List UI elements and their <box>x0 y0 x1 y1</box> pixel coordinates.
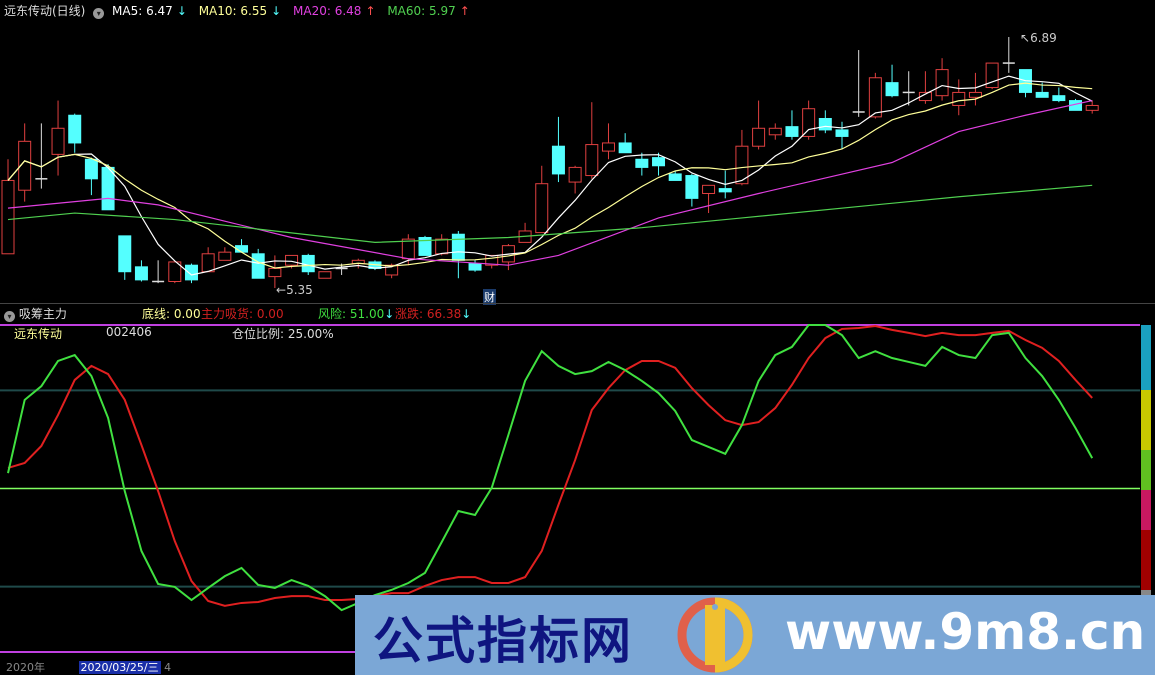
stock-title: 远东传动(日线) <box>4 4 86 18</box>
candle-down <box>818 118 832 131</box>
main-absorb-value: 主力吸货: 0.00 <box>201 307 284 321</box>
candle-up <box>201 253 215 273</box>
candle-up <box>601 142 615 152</box>
candle-up <box>768 127 782 136</box>
change-value: 涨跌: 66.38↓ <box>395 307 472 321</box>
candle-up <box>168 261 182 283</box>
candle-down <box>251 253 265 279</box>
main-header: 远东传动(日线) ▾ MA5: 6.47 ↓ MA10: 6.55 ↓ MA20: … <box>4 2 478 19</box>
candle-down <box>451 233 465 261</box>
watermark-url: www.9m8.cn <box>785 603 1146 661</box>
selected-date[interactable]: 2020/03/25/三 <box>78 661 161 674</box>
candle-down <box>652 157 666 167</box>
candle-down <box>68 114 82 144</box>
candle-down <box>418 236 432 256</box>
candle-down <box>551 145 565 175</box>
ma5-line <box>7 75 1093 276</box>
indicator-name[interactable]: 吸筹主力 <box>18 307 67 321</box>
candle-up <box>285 254 299 266</box>
candle-up <box>18 140 32 191</box>
risk-color-bar <box>1141 325 1151 595</box>
candle-up <box>568 166 582 183</box>
candle-down <box>301 254 315 273</box>
candle-down <box>685 175 699 199</box>
candle-down <box>1035 91 1049 98</box>
candle-up <box>935 69 949 97</box>
risk-value: 风险: 51.00↓ <box>318 307 395 321</box>
base-line-value: 底线: 0.00 <box>142 307 201 321</box>
candle-up <box>318 271 332 279</box>
candle-up <box>918 91 932 102</box>
candle-up <box>51 127 65 155</box>
year-label: 2020年 <box>6 661 45 674</box>
ma60-line <box>7 184 1093 243</box>
candle-down <box>668 173 682 181</box>
candle-up <box>435 238 449 255</box>
position-ratio: 仓位比例: 25.00% <box>232 327 334 341</box>
candle-up <box>1 179 15 255</box>
ma10-label: MA10: 6.55 ↓ <box>198 4 282 18</box>
candle-down <box>101 166 115 211</box>
ma5-label: MA5: 6.47 ↓ <box>112 4 187 18</box>
candle-down <box>618 142 632 154</box>
candle-up <box>485 254 499 266</box>
ma20-label: MA20: 6.48 ↑ <box>293 4 376 18</box>
candle-up <box>752 127 766 147</box>
high-annotation: ↖6.89 <box>1020 31 1057 45</box>
ma10-line <box>7 82 1093 269</box>
change-line <box>7 324 1093 607</box>
candle-up <box>1085 104 1099 111</box>
candle-down <box>718 188 732 193</box>
candle-down <box>184 264 198 281</box>
candle-up <box>535 183 549 234</box>
candle-down <box>885 82 899 97</box>
candle-down <box>134 266 148 281</box>
candle-up <box>802 108 816 137</box>
candle-down <box>468 263 482 271</box>
candle-up <box>585 144 599 177</box>
candle-up <box>268 267 282 278</box>
candle-down <box>785 126 799 137</box>
candles <box>1 37 1099 289</box>
watermark-logo-icon <box>677 597 753 673</box>
watermark-banner: 公式指标网 www.9m8.cn <box>355 595 1155 675</box>
candle-up <box>735 145 749 185</box>
date-axis: 2020年 2020/03/25/三 4 <box>0 659 360 675</box>
chevron-down-icon[interactable]: ▾ <box>93 8 105 19</box>
indicator-header: ▾ 吸筹主力 <box>4 305 67 322</box>
risk-line <box>7 324 1094 612</box>
ma20-line <box>7 99 1093 266</box>
ma60-label: MA60: 5.97 ↑ <box>387 4 470 18</box>
candle-up <box>702 184 716 194</box>
low-annotation: ←5.35 <box>276 283 313 297</box>
finance-marker[interactable]: 财 <box>483 289 496 305</box>
watermark-cn: 公式指标网 <box>373 612 633 670</box>
stock-code: 002406 <box>106 325 152 339</box>
panel-divider <box>0 303 1155 304</box>
date-extra: 4 <box>164 661 172 674</box>
candle-down <box>635 158 649 168</box>
chevron-down-icon[interactable]: ▾ <box>4 311 15 322</box>
candle-up <box>401 238 415 260</box>
candle-up <box>952 91 966 106</box>
candle-down <box>835 129 849 137</box>
candle-up <box>385 264 399 276</box>
candle-up <box>218 251 232 261</box>
candle-down <box>1052 95 1066 102</box>
stock-name: 远东传动 <box>14 327 63 341</box>
candle-down <box>84 158 98 180</box>
moving-averages <box>7 75 1093 276</box>
candle-up <box>868 77 882 118</box>
candle-down <box>118 235 132 273</box>
candle-up <box>968 91 982 98</box>
